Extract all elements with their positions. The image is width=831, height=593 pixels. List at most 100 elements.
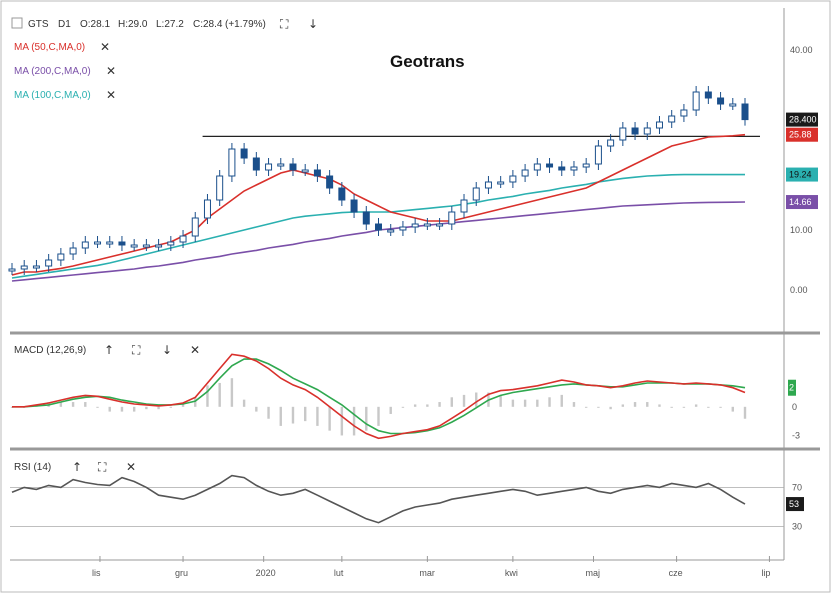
macd-histogram-bar — [108, 406, 111, 412]
arrow-down-icon[interactable]: ↓ — [162, 343, 172, 357]
rsi-line — [11, 474, 746, 524]
ma100-legend: MA (100,C,MA,0) — [14, 90, 91, 101]
candle-body — [582, 163, 590, 168]
candle-body — [533, 163, 541, 171]
high-label: H:29.0 — [118, 19, 148, 30]
candle-body — [399, 226, 407, 231]
maximize-icon[interactable]: ⛶ — [131, 343, 141, 357]
macd-histogram-bar — [59, 402, 63, 407]
macd-y-tick: -3 — [792, 430, 800, 440]
price-y-tick: 10.00 — [790, 225, 813, 235]
ma50-tag: 25.88 — [789, 130, 812, 140]
macd-histogram-bar — [536, 399, 539, 407]
macd-panel: 0 -3 2 — [10, 353, 800, 440]
arrow-down-icon[interactable]: ↓ — [308, 17, 318, 31]
candle-body — [338, 187, 346, 201]
close-icon[interactable]: ✕ — [100, 40, 110, 54]
candle-body — [45, 259, 53, 267]
candle-body — [448, 211, 456, 225]
macd-histogram-bar — [694, 404, 698, 407]
macd-histogram-bar — [218, 382, 221, 407]
macd-histogram-bar — [584, 406, 588, 408]
candle-body — [106, 241, 114, 245]
candle-body — [387, 229, 395, 233]
macd-histogram-bar — [352, 406, 356, 436]
symbol-icon — [11, 17, 23, 29]
ma100-tag: 19.24 — [789, 170, 812, 180]
macd-histogram-bar — [340, 406, 344, 436]
candle-body — [203, 199, 211, 219]
time-tick-label: lis — [92, 568, 101, 578]
close-icon[interactable]: ✕ — [106, 88, 116, 102]
macd-value-text: 2 — [789, 383, 794, 393]
chart-title: Geotrans — [390, 52, 465, 71]
candle-body — [216, 175, 224, 201]
candle-body — [155, 244, 163, 248]
candle-body — [594, 145, 602, 165]
macd-histogram-bar — [499, 394, 502, 407]
macd-histogram-bar — [633, 402, 637, 407]
candle-body — [301, 169, 309, 173]
ma200-tag: 14.66 — [789, 197, 812, 207]
macd-histogram-bar — [438, 402, 441, 407]
candle-body — [375, 223, 382, 231]
close-label: C:28.4 — [193, 19, 223, 30]
time-tick-label: kwi — [505, 568, 518, 578]
macd-histogram-bar — [267, 406, 270, 419]
time-tick-label: lut — [334, 568, 344, 578]
change-label: (+1.79%) — [225, 19, 266, 30]
candle-body — [472, 187, 480, 201]
candle-body — [118, 241, 126, 246]
candle-body — [277, 163, 285, 167]
candle-body — [265, 163, 273, 171]
ma200-tag-bg — [786, 195, 818, 210]
candle-body — [704, 91, 712, 99]
macd-value-tag — [788, 379, 796, 396]
candle-body — [326, 175, 334, 189]
time-axis: lis gru 2020 lut mar kwi maj cze lip — [92, 556, 770, 578]
candle-body — [240, 148, 248, 159]
rsi-y-tick: 70 — [792, 482, 802, 492]
candle-body — [191, 217, 199, 237]
close-icon[interactable]: ✕ — [190, 343, 200, 357]
candle-body — [252, 157, 260, 171]
candle-body — [497, 181, 505, 185]
macd-histogram-bar — [279, 406, 282, 426]
candle-body — [81, 241, 89, 249]
rsi-header: RSI (14) ↑ ⛶ ✕ — [14, 460, 136, 474]
close-icon[interactable]: ✕ — [106, 64, 116, 78]
candle-body — [643, 127, 651, 135]
candle-body — [607, 139, 615, 147]
macd-histogram-bar — [157, 406, 160, 410]
macd-histogram-bar — [658, 404, 661, 407]
last-price-tag-bg — [786, 112, 818, 127]
candle-body — [94, 241, 102, 245]
macd-histogram-bar — [609, 406, 612, 410]
candle-body — [460, 199, 468, 213]
maximize-icon[interactable]: ⛶ — [97, 460, 107, 474]
candle-body — [729, 103, 737, 107]
time-tick-label: cze — [669, 568, 683, 578]
rsi-y-tick: 30 — [792, 522, 802, 532]
maximize-icon[interactable]: ⛶ — [279, 17, 289, 31]
rsi-value-tag — [786, 497, 804, 512]
candle-body — [521, 169, 529, 177]
macd-histogram-bar — [511, 399, 515, 407]
last-price-tag: 28.400 — [789, 115, 817, 125]
arrow-up-icon[interactable]: ↑ — [104, 343, 114, 357]
ma100-line — [11, 173, 745, 279]
macd-histogram-bar — [316, 406, 319, 426]
macd-histogram-bar — [255, 406, 258, 412]
macd-line — [12, 353, 746, 440]
candle-body — [411, 223, 419, 228]
candle-body — [619, 127, 627, 141]
close-icon[interactable]: ✕ — [126, 460, 136, 474]
macd-histogram-bar — [426, 404, 429, 407]
macd-histogram-bar — [719, 406, 722, 408]
candle-body — [57, 253, 65, 261]
candle-body — [546, 163, 554, 168]
macd-histogram-bar — [560, 394, 563, 407]
arrow-up-icon[interactable]: ↑ — [72, 460, 82, 474]
macd-histogram-bar — [646, 402, 649, 407]
